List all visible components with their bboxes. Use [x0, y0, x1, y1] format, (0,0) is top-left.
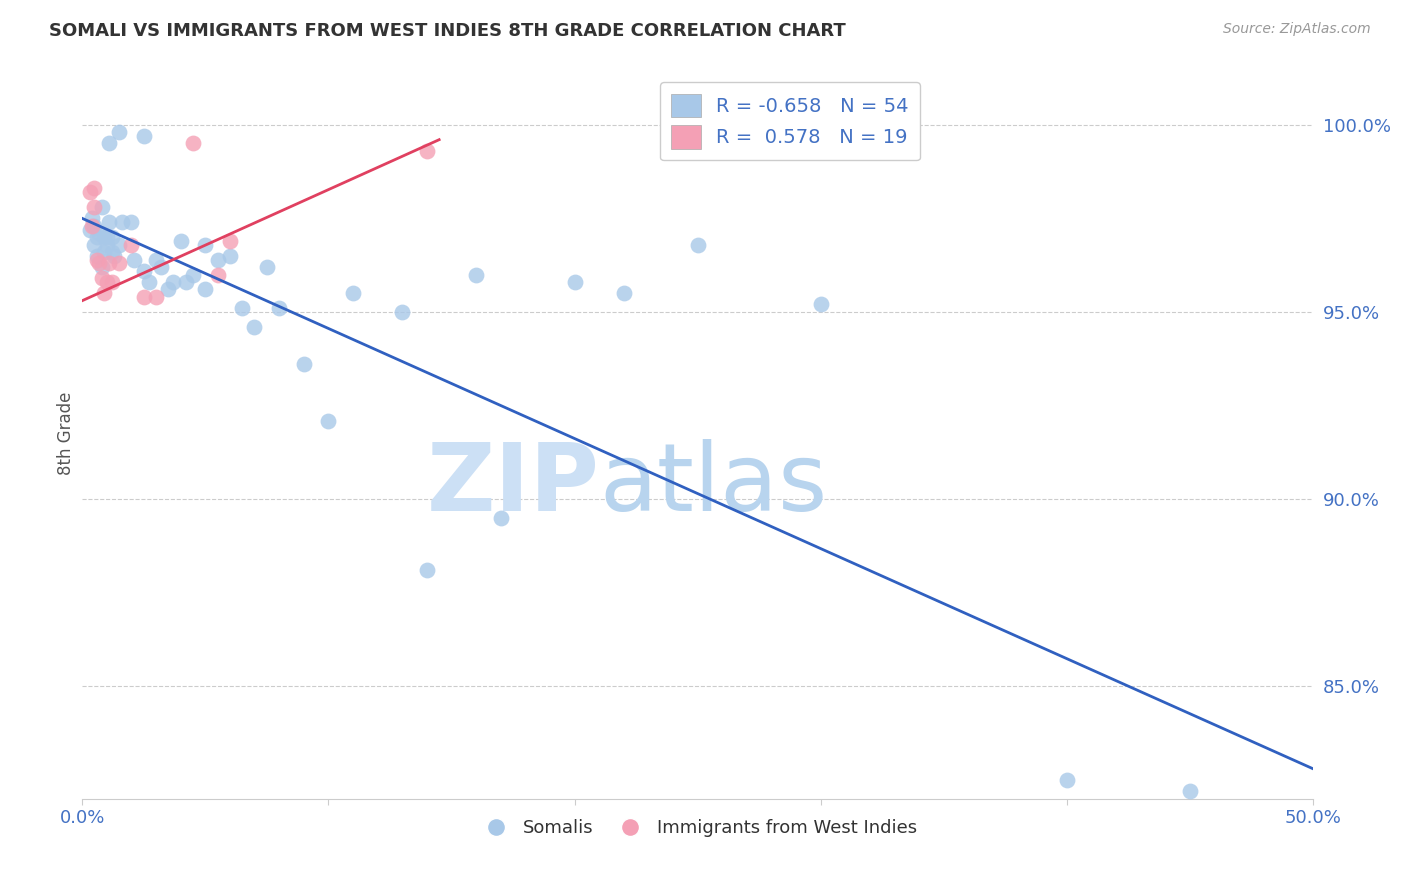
Point: [194, 237, 217, 252]
Point: [86, 249, 108, 263]
Point: [83, 237, 105, 252]
Point: [89, 256, 111, 270]
Point: [100, 230, 122, 244]
Point: [96, 237, 118, 252]
Point: [122, 252, 145, 267]
Point: [292, 358, 315, 372]
Point: [810, 297, 832, 311]
Point: [157, 283, 180, 297]
Text: ZIP: ZIP: [426, 439, 599, 531]
Point: [83, 200, 105, 214]
Point: [120, 237, 142, 252]
Point: [416, 563, 439, 577]
Point: [169, 234, 191, 248]
Point: [89, 227, 111, 241]
Text: atlas: atlas: [599, 439, 828, 531]
Point: [83, 181, 105, 195]
Point: [80, 219, 103, 233]
Point: [100, 245, 122, 260]
Point: [90, 271, 112, 285]
Point: [138, 275, 160, 289]
Point: [256, 260, 278, 274]
Point: [79, 185, 101, 199]
Point: [132, 128, 155, 143]
Point: [465, 268, 488, 282]
Point: [318, 413, 340, 427]
Point: [108, 256, 131, 270]
Point: [93, 286, 115, 301]
Point: [108, 237, 131, 252]
Point: [145, 290, 167, 304]
Point: [145, 252, 167, 267]
Point: [243, 320, 266, 334]
Point: [218, 234, 240, 248]
Point: [86, 230, 108, 244]
Point: [98, 136, 121, 151]
Point: [93, 245, 115, 260]
Point: [269, 301, 291, 316]
Point: [218, 249, 240, 263]
Point: [1056, 773, 1078, 788]
Point: [207, 268, 229, 282]
Point: [103, 249, 125, 263]
Point: [132, 264, 155, 278]
Point: [1178, 784, 1201, 798]
Point: [489, 511, 512, 525]
Point: [416, 144, 439, 158]
Point: [93, 230, 115, 244]
Text: SOMALI VS IMMIGRANTS FROM WEST INDIES 8TH GRADE CORRELATION CHART: SOMALI VS IMMIGRANTS FROM WEST INDIES 8T…: [49, 22, 846, 40]
Point: [231, 301, 253, 316]
Point: [181, 268, 204, 282]
Point: [149, 260, 172, 274]
Point: [83, 219, 105, 233]
Point: [108, 125, 131, 139]
Point: [96, 230, 118, 244]
Text: Source: ZipAtlas.com: Source: ZipAtlas.com: [1223, 22, 1371, 37]
Point: [194, 283, 217, 297]
Point: [86, 252, 108, 267]
Legend: Somalis, Immigrants from West Indies: Somalis, Immigrants from West Indies: [471, 812, 925, 845]
Point: [98, 215, 121, 229]
Point: [342, 286, 364, 301]
Point: [613, 286, 636, 301]
Point: [96, 275, 118, 289]
Point: [90, 200, 112, 214]
Point: [162, 275, 184, 289]
Point: [98, 256, 121, 270]
Point: [120, 215, 142, 229]
Point: [132, 290, 155, 304]
Point: [181, 136, 204, 151]
Point: [174, 275, 197, 289]
Point: [79, 222, 101, 236]
Point: [100, 275, 122, 289]
Point: [564, 275, 586, 289]
Point: [80, 211, 103, 226]
Point: [686, 237, 709, 252]
Point: [90, 260, 112, 274]
Point: [207, 252, 229, 267]
Y-axis label: 8th Grade: 8th Grade: [58, 392, 75, 475]
Point: [110, 215, 132, 229]
Point: [391, 305, 413, 319]
